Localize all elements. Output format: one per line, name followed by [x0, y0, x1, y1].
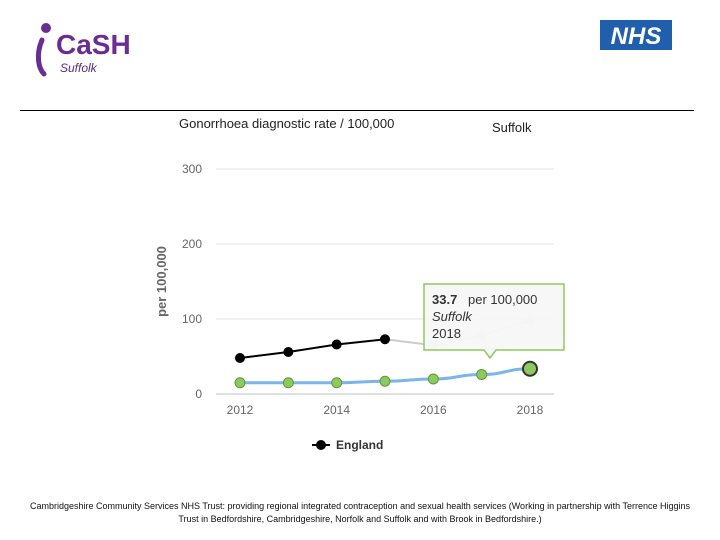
cash-logo-icon — [35, 23, 51, 77]
footer-text: Cambridgeshire Community Services NHS Tr… — [30, 501, 690, 524]
suffolk-point-2015 — [379, 375, 391, 387]
nhs-logo: NHS — [600, 20, 672, 50]
tooltip-x: 2018 — [432, 326, 461, 341]
legend-england-marker — [316, 440, 326, 450]
suffolk-point-2017 — [476, 369, 488, 380]
england-point-2012 — [235, 353, 245, 363]
chart-area-title: Suffolk — [492, 120, 532, 135]
y-tick-label-300: 300 — [182, 162, 202, 176]
suffolk-point-2018 — [522, 360, 538, 377]
tooltip-value: 33.7 — [432, 292, 457, 307]
chart-indicator-title: Gonorrhoea diagnostic rate / 100,000 — [179, 116, 395, 131]
x-tick-label-2018: 2018 — [517, 403, 544, 417]
tooltip-box — [423, 283, 565, 360]
tooltip-unit: per 100,000 — [468, 292, 537, 307]
england-point-2014 — [331, 339, 342, 350]
suffolk-point-2014 — [331, 377, 343, 389]
england-point-2015 — [380, 334, 390, 345]
suffolk-point-2013 — [282, 377, 294, 389]
y-tick-label-0: 0 — [195, 387, 202, 401]
nhs-logo-text: NHS — [611, 23, 662, 50]
cash-logo-text: CaSH — [56, 29, 131, 60]
legend-england-label: England — [336, 438, 383, 452]
cash-logo-subtext: Suffolk — [60, 61, 98, 75]
england-series-line — [239, 338, 386, 359]
header-divider — [20, 110, 694, 111]
y-tick-label-100: 100 — [182, 312, 202, 326]
england-point-2013 — [283, 347, 294, 357]
y-axis-label: per 100,000 — [154, 246, 169, 317]
x-tick-label-2012: 2012 — [227, 403, 254, 417]
suffolk-point-2012 — [234, 377, 246, 389]
line-chart: 0 100 200 300 per 100,000 2012 2014 2016 2018 33.… — [154, 162, 565, 452]
tooltip-series: Suffolk — [432, 309, 473, 324]
suffolk-point-2016 — [427, 373, 439, 385]
x-tick-label-2014: 2014 — [323, 403, 350, 417]
cash-logo: CaSH Suffolk — [35, 23, 131, 77]
x-tick-label-2016: 2016 — [420, 403, 447, 417]
y-tick-label-200: 200 — [182, 237, 202, 251]
